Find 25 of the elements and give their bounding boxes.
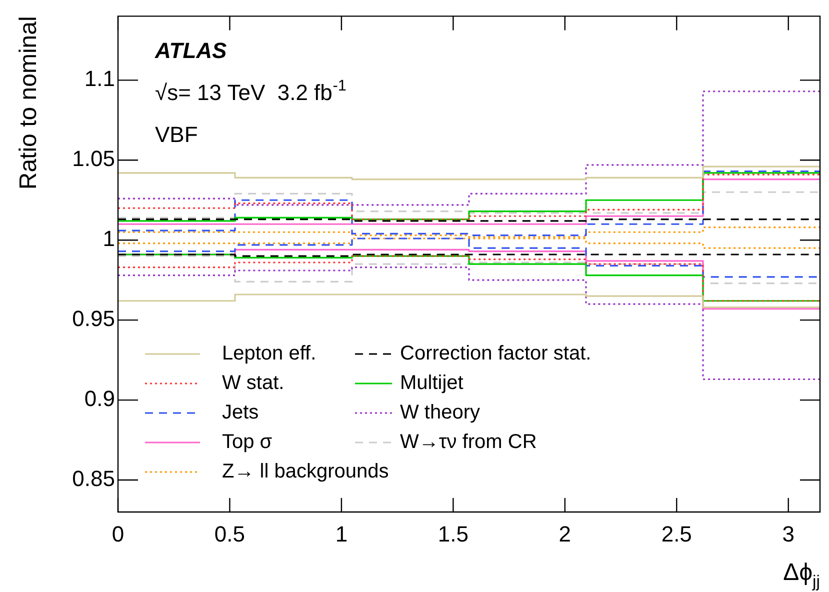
y-tick-label: 1.05	[72, 146, 115, 172]
y-tick-label: 0.9	[84, 386, 115, 412]
x-tick-label: 1.5	[438, 521, 468, 546]
x-tick-label: 3	[782, 521, 794, 546]
y-axis-title: Ratio to nominal	[15, 16, 42, 190]
y-tick-label: 0.85	[72, 466, 115, 492]
y-tick-label: 1	[102, 226, 115, 252]
legend-label: W→τν from CR	[400, 431, 537, 454]
x-tick-label: 1	[335, 521, 348, 546]
annotation: VBF	[155, 122, 198, 148]
legend-label: Jets	[222, 402, 259, 424]
legend-label: Multijet	[400, 372, 464, 394]
legend-label: Top σ	[222, 431, 273, 454]
x-tick-label: 2.5	[661, 521, 692, 546]
y-tick-label: 0.95	[72, 306, 115, 332]
x-tick-label: 0	[112, 521, 124, 546]
legend-label: W theory	[400, 402, 480, 424]
y-tick-label: 1.1	[84, 66, 115, 92]
legend-label: Correction factor stat.	[400, 342, 592, 365]
x-tick-label: 2	[558, 521, 572, 546]
annotation: ATLAS	[154, 38, 228, 64]
legend-label: Z→ ll backgrounds	[222, 460, 389, 483]
legend-label: Lepton eff.	[222, 342, 316, 365]
x-tick-label: 0.5	[214, 521, 246, 546]
legend-label: W stat.	[222, 372, 284, 394]
